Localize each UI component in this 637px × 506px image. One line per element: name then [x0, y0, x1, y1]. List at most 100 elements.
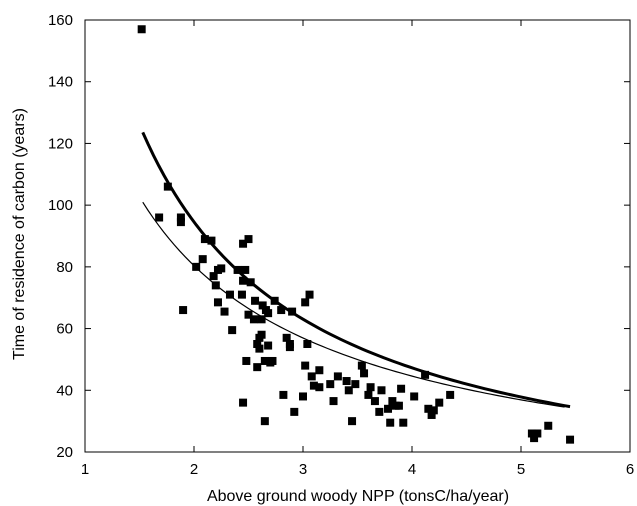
data-point — [299, 392, 307, 401]
data-point — [375, 407, 384, 416]
data-point — [246, 278, 255, 287]
y-tick-label: 160 — [48, 12, 73, 29]
data-point — [288, 307, 297, 316]
data-point — [290, 407, 299, 416]
data-point — [533, 429, 542, 438]
data-point — [239, 276, 248, 285]
data-point — [307, 372, 316, 381]
data-point — [421, 370, 430, 379]
data-point — [249, 315, 258, 324]
y-tick-label: 20 — [56, 444, 73, 461]
y-tick-label: 80 — [56, 259, 73, 276]
data-point — [530, 434, 539, 443]
x-tick-label: 2 — [190, 461, 198, 478]
data-point — [244, 310, 253, 319]
data-point — [211, 281, 220, 290]
data-point — [270, 296, 279, 305]
data-point — [394, 401, 403, 410]
x-tick-label: 6 — [626, 461, 634, 478]
data-point — [220, 307, 229, 316]
data-point — [342, 377, 351, 386]
fit-curve-thin — [142, 201, 565, 408]
x-tick-label: 4 — [408, 461, 416, 478]
data-point — [424, 404, 433, 413]
data-point — [544, 421, 553, 430]
data-point — [198, 255, 207, 264]
x-tick-label: 1 — [81, 461, 89, 478]
data-point — [301, 298, 310, 307]
data-point — [213, 298, 222, 307]
data-point — [200, 235, 209, 244]
data-point — [333, 372, 342, 381]
plot-frame — [84, 19, 631, 453]
y-tick-label: 100 — [48, 197, 73, 214]
data-point — [253, 363, 262, 372]
x-tick-label: 5 — [517, 461, 525, 478]
data-point — [257, 315, 266, 324]
data-point — [179, 306, 188, 315]
data-point — [315, 366, 324, 375]
data-point — [225, 290, 234, 299]
data-point — [399, 418, 408, 427]
data-point — [255, 344, 264, 353]
data-point — [279, 390, 288, 399]
data-point — [370, 397, 379, 406]
data-point — [446, 390, 455, 399]
data-point — [285, 343, 294, 352]
data-point — [239, 239, 248, 248]
data-point — [364, 390, 373, 399]
data-point — [253, 340, 262, 348]
data-point — [351, 380, 360, 389]
data-point — [303, 340, 312, 348]
data-point — [435, 398, 444, 407]
data-point — [242, 356, 251, 365]
data-point — [566, 435, 575, 444]
fit-curve-thick — [141, 131, 571, 409]
y-tick-label: 60 — [56, 321, 73, 338]
y-axis-label: Time of residence of carbon (years) — [11, 108, 28, 360]
data-point — [429, 406, 438, 415]
data-point — [228, 326, 237, 335]
data-point — [260, 356, 269, 365]
data-point — [207, 236, 216, 245]
ticks: 1 2 3 4 5 6 20 40 60 80 100 120 140 160 — [48, 12, 634, 478]
y-tick-label: 140 — [48, 74, 73, 91]
data-point — [237, 290, 246, 299]
data-point — [192, 262, 201, 271]
data-points — [137, 25, 575, 444]
data-point — [277, 306, 286, 315]
axes — [84, 19, 631, 453]
data-point — [329, 397, 338, 406]
data-point — [309, 381, 318, 390]
data-point — [233, 265, 242, 274]
data-point — [241, 265, 250, 274]
data-point — [176, 218, 185, 227]
data-point — [301, 361, 310, 370]
data-point — [258, 301, 267, 310]
data-point — [176, 213, 185, 222]
data-point — [239, 398, 248, 407]
data-point — [264, 341, 273, 350]
data-point — [386, 418, 395, 427]
data-point — [384, 404, 393, 413]
y-tick-label: 40 — [56, 382, 73, 399]
data-point — [217, 264, 226, 273]
data-point — [315, 383, 324, 392]
data-point — [257, 330, 266, 339]
data-point — [377, 386, 386, 395]
data-point — [209, 272, 218, 281]
y-tick-label: 120 — [48, 135, 73, 152]
data-point — [348, 417, 357, 426]
data-point — [397, 384, 406, 393]
data-point — [305, 290, 314, 299]
data-point — [282, 333, 291, 342]
data-point — [527, 429, 536, 438]
data-point — [163, 182, 172, 191]
data-point — [366, 383, 375, 392]
data-point — [360, 369, 369, 378]
fit-curves — [141, 131, 571, 409]
x-tick-label: 3 — [299, 461, 307, 478]
data-point — [427, 410, 436, 419]
data-point — [344, 386, 353, 395]
